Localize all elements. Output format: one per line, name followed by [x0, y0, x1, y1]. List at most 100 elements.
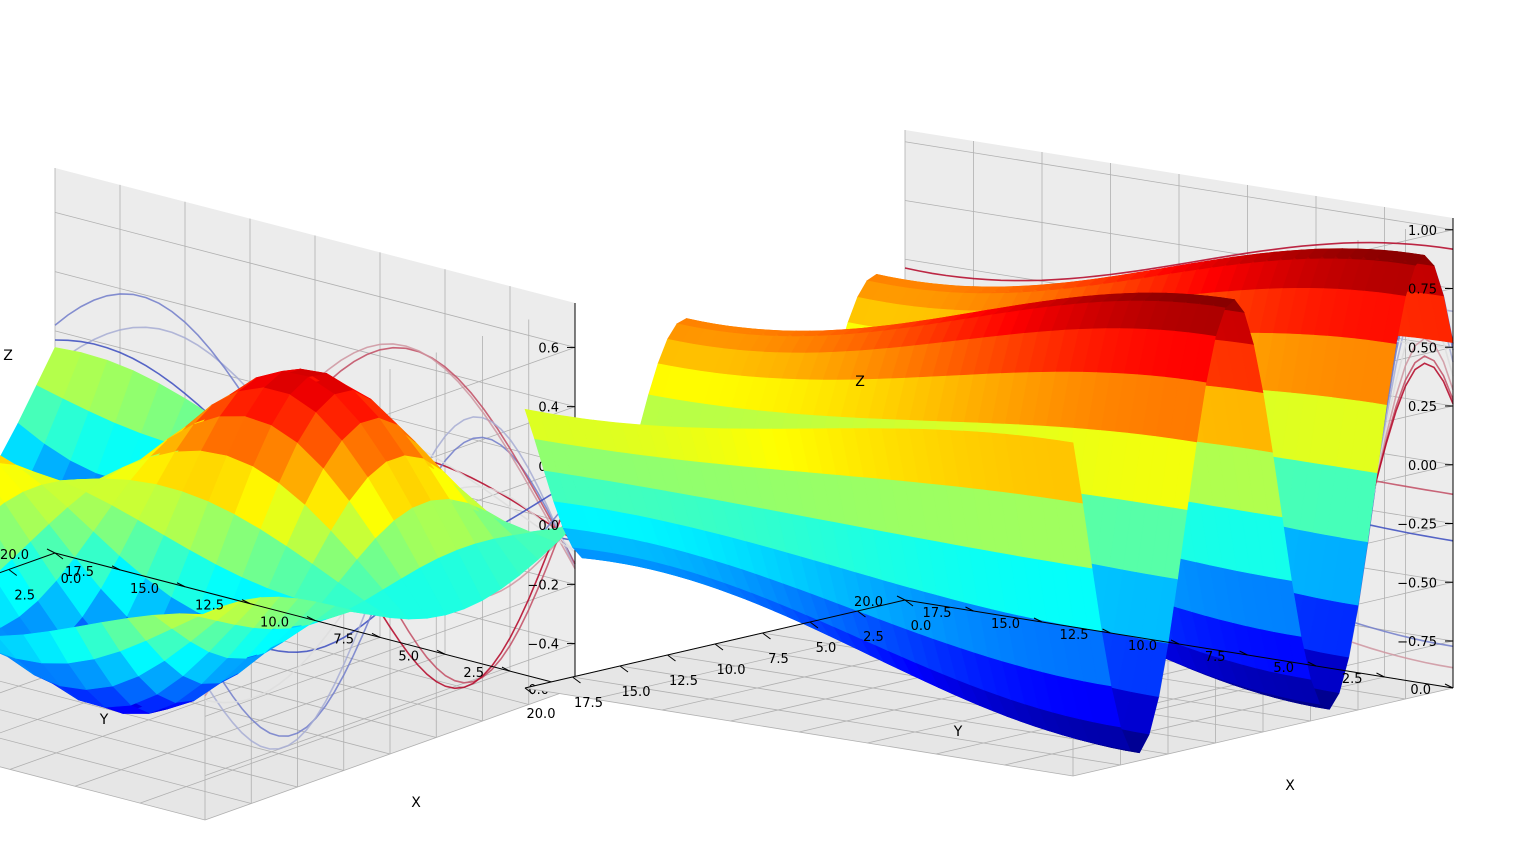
- contour-projection-y: [904, 241, 1454, 282]
- y-tick-label: 5.0: [398, 649, 419, 664]
- y-tick-mark: [371, 632, 381, 638]
- z-tick-label: −0.2: [527, 578, 559, 593]
- x-tick-mark: [54, 552, 64, 560]
- x-tick-label: 2.5: [14, 589, 35, 604]
- x-tick-label: 0.0: [61, 572, 82, 587]
- z-tick-label: −0.25: [1397, 518, 1437, 533]
- y-tick-label: 12.5: [195, 599, 224, 614]
- x-tick-mark: [8, 569, 18, 576]
- surface-patch: [0, 502, 31, 560]
- surface-patch: [0, 639, 17, 659]
- z-tick-label: 1.00: [1408, 224, 1437, 239]
- x-tick-label: 17.5: [574, 696, 603, 711]
- x-tick-mark: [524, 687, 534, 695]
- y-tick-mark: [1307, 661, 1317, 667]
- x-tick-label: 7.5: [768, 652, 789, 667]
- y-tick-mark: [176, 582, 186, 588]
- z-tick-label: −0.75: [1397, 635, 1437, 650]
- x-tick-label: 0.0: [911, 619, 932, 634]
- grid-line: [9, 636, 381, 770]
- surface-patch: [0, 539, 12, 571]
- grid-line: [139, 670, 511, 804]
- grid-line: [204, 583, 576, 717]
- grid-line: [0, 766, 206, 821]
- surface: [524, 248, 1454, 754]
- y-tick-label: 5.0: [1273, 661, 1294, 676]
- x-tick-mark: [762, 632, 771, 640]
- z-tick-label: −0.50: [1397, 576, 1437, 591]
- x-axis-label: X: [411, 795, 421, 811]
- z-axis-label: Z: [855, 374, 865, 390]
- surface-patch: [0, 455, 16, 465]
- surface-patch: [0, 558, 38, 618]
- x-tick-mark: [904, 599, 914, 607]
- x-tick-label: 20.0: [527, 707, 556, 722]
- y-tick-mark: [46, 548, 56, 554]
- x-tick-mark: [857, 610, 866, 618]
- x-tick-mark: [714, 643, 724, 651]
- grid-line: [54, 212, 576, 348]
- x-tick-mark: [809, 621, 819, 629]
- y-tick-mark: [965, 606, 974, 612]
- grid-line: [74, 653, 446, 787]
- grid-line: [1072, 687, 1454, 777]
- z-tick-label: 0.0: [538, 519, 559, 534]
- y-tick-label: 12.5: [1060, 628, 1089, 643]
- z-tick-label: 0.4: [538, 401, 559, 416]
- y-tick-label: 0.0: [1410, 683, 1431, 698]
- z-tick-label: 0.00: [1408, 459, 1437, 474]
- y-tick-label: 15.0: [991, 617, 1020, 632]
- y-tick-label: 2.5: [1342, 672, 1363, 687]
- x-tick-label: 5.0: [816, 641, 837, 656]
- y-tick-mark: [1239, 650, 1248, 656]
- y-tick-mark: [1102, 628, 1111, 634]
- z-tick-label: 0.75: [1408, 283, 1437, 298]
- surface-patch: [0, 634, 43, 664]
- grid-line: [904, 141, 1454, 231]
- y-tick-mark: [306, 616, 316, 621]
- y-tick-label: 7.5: [333, 632, 354, 647]
- x-axis-label: X: [1285, 778, 1295, 794]
- y-tick-label: 10.0: [1128, 639, 1157, 654]
- z-tick-label: −0.4: [527, 638, 559, 653]
- y-tick-label: 15.0: [130, 582, 159, 597]
- surface-patch: [0, 465, 23, 503]
- y-tick-mark: [1444, 683, 1454, 689]
- y-tick-mark: [896, 595, 906, 601]
- surface-patch: [0, 496, 5, 507]
- x-tick-mark: [572, 676, 581, 684]
- left-3d-surface-chart: 0.02.55.07.510.012.515.017.520.00.02.55.…: [0, 168, 576, 821]
- x-tick-label: 2.5: [863, 630, 884, 645]
- z-tick-label: 0.50: [1408, 341, 1437, 356]
- surface-patch: [524, 408, 549, 442]
- surface-patch: [0, 586, 20, 628]
- x-tick-label: 12.5: [669, 674, 698, 689]
- y-tick-mark: [501, 666, 511, 672]
- x-tick-mark: [619, 665, 629, 673]
- x-tick-label: 10.0: [717, 663, 746, 678]
- y-tick-mark: [436, 649, 446, 655]
- y-tick-label: 17.5: [65, 565, 94, 580]
- y-tick-label: 2.5: [463, 666, 484, 681]
- x-tick-mark: [667, 654, 676, 662]
- y-tick-mark: [1170, 639, 1180, 645]
- z-tick-label: 0.6: [538, 341, 559, 356]
- y-tick-label: 10.0: [260, 616, 289, 631]
- grid-line: [0, 737, 252, 804]
- surface-patch: [0, 462, 42, 493]
- y-tick-label: 20.0: [0, 548, 29, 563]
- y-axis-label: Y: [99, 712, 109, 728]
- y-tick-label: 7.5: [1205, 650, 1226, 665]
- z-tick-label: 0.25: [1408, 400, 1437, 415]
- surface: [0, 347, 576, 714]
- right-3d-surface-chart: 0.0 2.5 5.0 7.5 10.0 12.5 15.0 17.5 20.0 0.0 2.5 5.…: [524, 130, 1454, 794]
- y-tick-label: 17.5: [923, 606, 952, 621]
- surface-patch: [0, 626, 1, 628]
- grid-line: [54, 271, 576, 408]
- y-tick-mark: [241, 599, 251, 605]
- y-tick-mark: [1376, 672, 1385, 678]
- y-tick-label: 20.0: [854, 595, 883, 610]
- grid-line: [204, 643, 576, 776]
- y-tick-mark: [111, 565, 121, 571]
